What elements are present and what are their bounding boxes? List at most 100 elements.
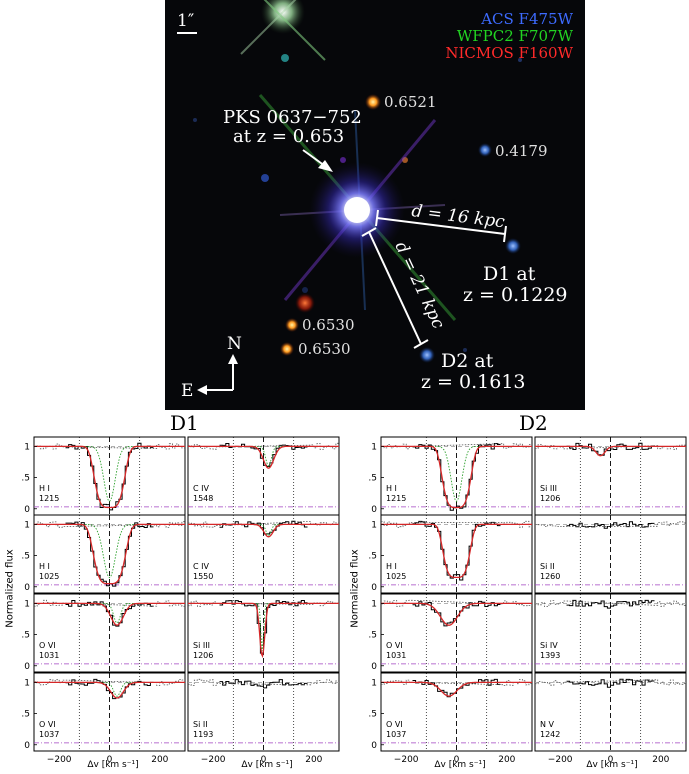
qso-redshift: at z = 0.653 <box>233 126 344 147</box>
hst-color-image: 1″ ACS F475W WFPC2 F707W NICMOS F160W PK… <box>165 0 585 410</box>
y-tick-label: 0 <box>24 741 30 751</box>
ion-wavelength: 1548 <box>193 494 213 503</box>
flux-histogram <box>566 442 655 456</box>
flux-histogram <box>219 600 308 654</box>
y-tick-label: .5 <box>21 552 30 562</box>
ion-label: O VI <box>386 641 403 650</box>
redshift-label-4: 0.6530 <box>298 340 351 358</box>
flux-outside-window <box>535 679 686 686</box>
x-axis-label-d2-left: Δv [km s⁻¹] <box>434 760 486 770</box>
component-fit <box>381 445 532 503</box>
ion-wavelength: 1242 <box>540 730 560 739</box>
panel-frame <box>380 593 533 673</box>
panel-frame <box>187 436 340 516</box>
ion-label: O VI <box>386 720 403 729</box>
qso-core <box>344 197 370 223</box>
qso-arrowhead <box>318 160 333 172</box>
component-fit <box>188 445 339 467</box>
ion-label: O VI <box>39 720 56 729</box>
filter-legend-nicmos: NICMOS F160W <box>445 44 573 62</box>
voigt-fit <box>34 523 185 585</box>
redshift-label-3: 0.6530 <box>302 316 355 334</box>
y-tick-label: 1 <box>24 678 30 688</box>
y-tick-label: 1 <box>371 520 377 530</box>
ion-label: H I <box>39 484 50 493</box>
panel-frame <box>187 672 340 752</box>
flux-histogram <box>219 679 308 689</box>
scale-bar-label: 1″ <box>177 11 194 31</box>
ion-wavelength: 1215 <box>39 494 59 503</box>
ion-label: N V <box>540 720 555 729</box>
y-tick-label: .5 <box>21 474 30 484</box>
panel-frame <box>534 593 687 673</box>
y-tick-label: .5 <box>21 631 30 641</box>
y-axis-label-d2: Normalized flux <box>349 549 361 628</box>
voigt-fit <box>535 445 686 457</box>
flux-histogram <box>566 599 655 609</box>
y-tick-label: 1 <box>24 520 30 530</box>
flux-outside-window <box>381 443 532 450</box>
ion-label: Si II <box>193 720 208 729</box>
flux-outside-window <box>34 443 185 450</box>
component-fit <box>34 445 185 503</box>
ion-label: Si III <box>540 484 557 493</box>
y-tick-label: 1 <box>24 442 30 452</box>
flux-histogram <box>65 442 154 511</box>
x-axis-label-d1-right: Δv [km s⁻¹] <box>241 760 293 770</box>
panel-frame <box>33 436 186 516</box>
panel-frame <box>534 672 687 752</box>
voigt-fit <box>34 681 185 699</box>
ion-wavelength: 1206 <box>540 494 560 503</box>
flux-histogram <box>219 520 308 535</box>
hst-image-svg: 1″ ACS F475W WFPC2 F707W NICMOS F160W PK… <box>165 0 585 410</box>
d1-label: D1 at <box>483 263 536 285</box>
flux-histogram <box>566 678 655 688</box>
voigt-fit <box>381 602 532 626</box>
group-title-d2: D2 <box>519 411 548 435</box>
voigt-fit <box>381 681 532 697</box>
panel-frame <box>33 593 186 673</box>
flux-outside-window <box>34 599 185 607</box>
flux-outside-window <box>535 444 686 450</box>
ion-wavelength: 1037 <box>39 730 59 739</box>
flux-outside-window <box>535 521 686 527</box>
component-fit <box>188 523 339 537</box>
x-axis-label-d1-left: Δv [km s⁻¹] <box>87 760 139 770</box>
panel-frame <box>534 436 687 516</box>
y-tick-label: 0 <box>371 662 377 672</box>
flux-histogram <box>219 443 308 467</box>
galaxy-red <box>295 293 315 313</box>
flux-outside-window <box>188 600 339 607</box>
flux-outside-window <box>188 442 339 450</box>
y-tick-label: .5 <box>368 631 377 641</box>
y-tick-label: 1 <box>371 599 377 609</box>
ion-label: H I <box>386 562 397 571</box>
ion-wavelength: 1260 <box>540 572 560 581</box>
galaxy-0.6530-a <box>285 318 299 332</box>
y-tick-label: 0 <box>24 583 30 593</box>
y-tick-label: .5 <box>368 552 377 562</box>
ion-wavelength: 1215 <box>386 494 406 503</box>
flux-outside-window <box>34 521 185 528</box>
galaxy-0.6530-b <box>280 342 294 356</box>
flux-histogram <box>412 678 501 698</box>
ion-wavelength: 1037 <box>386 730 406 739</box>
compass-east: E <box>181 381 193 401</box>
ion-label: H I <box>39 562 50 571</box>
voigt-fit <box>381 523 532 579</box>
component-fit <box>34 602 185 624</box>
panel-frame <box>380 514 533 594</box>
ion-label: Si IV <box>540 641 558 650</box>
ion-label: C IV <box>193 484 209 493</box>
flux-histogram <box>65 600 154 627</box>
flux-outside-window <box>381 679 532 686</box>
y-tick-label: 0 <box>371 583 377 593</box>
